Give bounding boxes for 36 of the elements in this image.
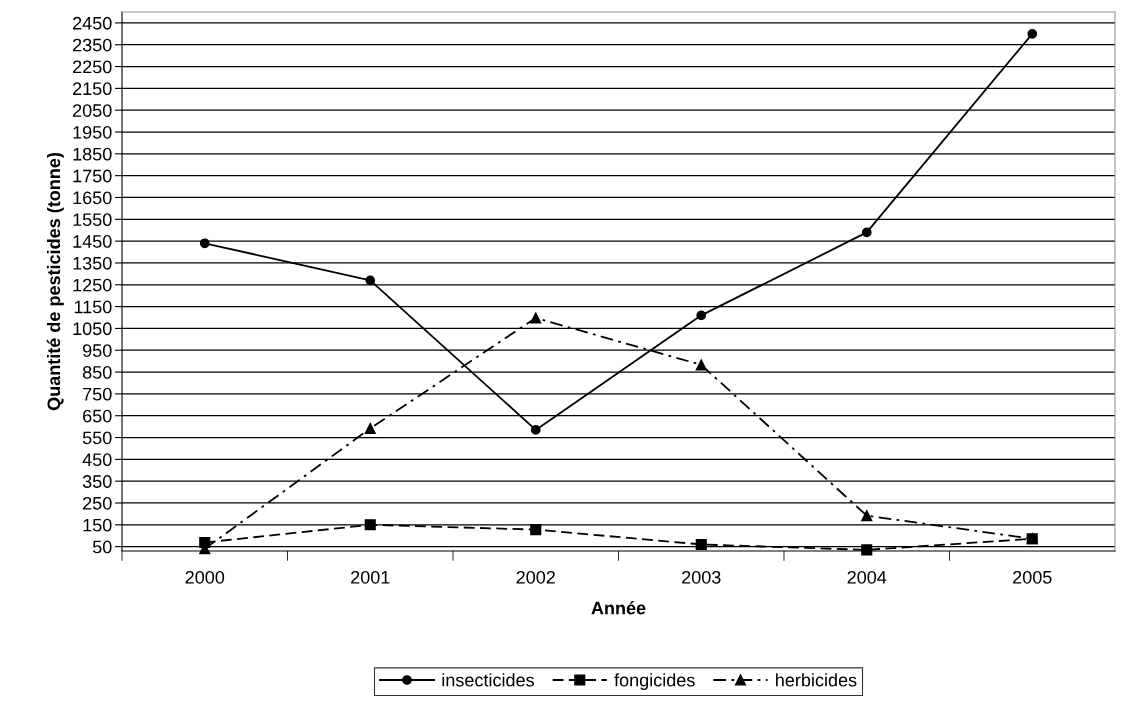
x-tick-label: 2004 bbox=[847, 570, 887, 584]
y-tick-label: 2450 bbox=[73, 16, 112, 30]
x-axis-title: Année bbox=[591, 601, 646, 615]
y-tick-label: 2150 bbox=[73, 82, 112, 96]
y-tick-label: 750 bbox=[83, 387, 112, 401]
y-tick-label: 1950 bbox=[73, 125, 112, 139]
y-tick-label: 1350 bbox=[73, 256, 112, 270]
x-tick-label: 2002 bbox=[516, 570, 555, 584]
y-tick-label: 2050 bbox=[73, 104, 112, 117]
y-tick-label: 1450 bbox=[73, 235, 112, 248]
legend-label: herbicides bbox=[776, 673, 857, 687]
y-tick-label: 550 bbox=[82, 431, 112, 445]
legend-label: insecticides bbox=[442, 673, 534, 687]
y-tick-label: 1650 bbox=[73, 191, 112, 205]
x-tick-label: 2005 bbox=[1013, 570, 1052, 584]
legend-label: fongicides bbox=[614, 673, 695, 691]
y-tick-label: 650 bbox=[83, 409, 112, 423]
y-tick-label: 1750 bbox=[73, 169, 112, 183]
y-tick-label: 1050 bbox=[73, 322, 112, 336]
y-axis-title: Quantité de pesticides (tonne) bbox=[46, 152, 64, 411]
y-tick-label: 150 bbox=[83, 518, 112, 532]
x-tick-label: 2003 bbox=[682, 570, 721, 584]
y-tick-label: 950 bbox=[83, 344, 112, 357]
y-tick-label: 1550 bbox=[73, 213, 112, 227]
y-tick-label: 2250 bbox=[73, 60, 112, 74]
x-tick-label: 2000 bbox=[185, 570, 225, 584]
y-tick-label: 250 bbox=[83, 496, 112, 510]
y-tick-label: 2350 bbox=[73, 38, 112, 52]
y-tick-label: 850 bbox=[82, 366, 112, 379]
y-tick-label: 50 bbox=[92, 540, 112, 554]
y-tick-label: 1250 bbox=[73, 278, 112, 292]
y-tick-label: 1850 bbox=[73, 147, 112, 161]
x-tick-label: 2001 bbox=[351, 570, 390, 584]
y-tick-label: 350 bbox=[82, 475, 112, 488]
y-tick-label: 1150 bbox=[74, 300, 112, 314]
y-tick-label: 450 bbox=[82, 453, 112, 467]
